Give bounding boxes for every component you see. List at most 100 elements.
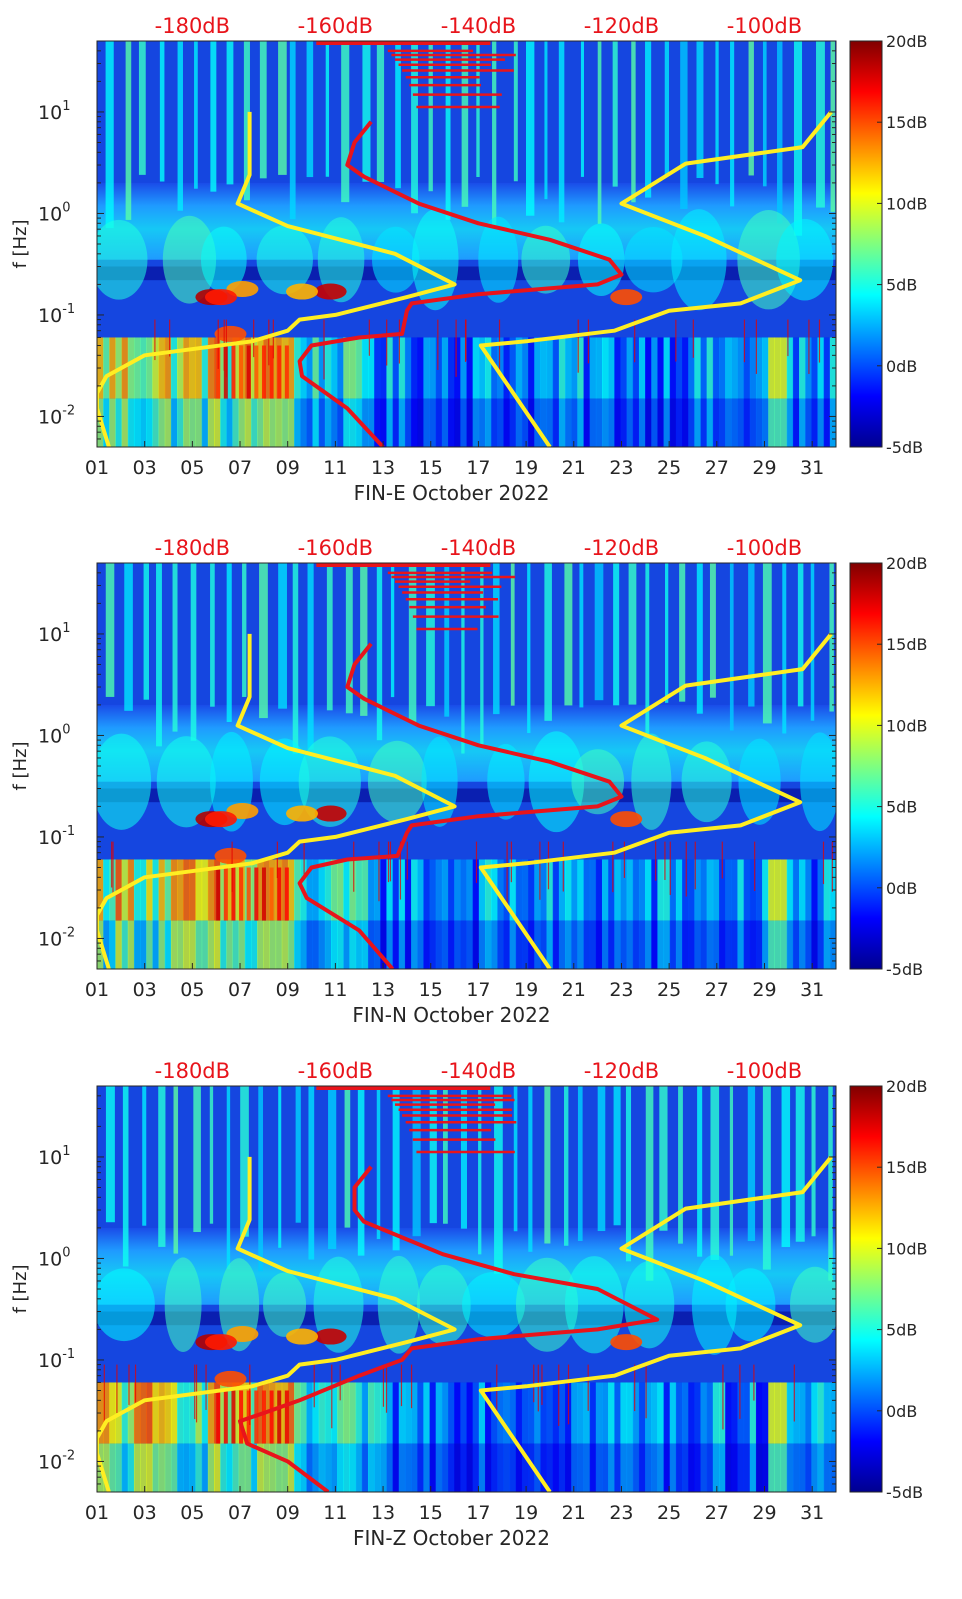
x-tick-label: 15 bbox=[419, 457, 443, 479]
y-tick-label: 101 bbox=[38, 99, 70, 124]
db-scale-label: -100dB bbox=[727, 14, 802, 38]
x-tick-label: 15 bbox=[419, 1502, 443, 1524]
db-scale-label: -120dB bbox=[584, 1059, 659, 1083]
x-tick-label: 31 bbox=[800, 457, 824, 479]
x-tick-label: 13 bbox=[371, 979, 395, 1001]
db-scale-label: -140dB bbox=[441, 14, 516, 38]
x-tick-label: 01 bbox=[85, 457, 109, 479]
x-tick-label: 17 bbox=[466, 1502, 490, 1524]
x-tick-label: 23 bbox=[609, 457, 633, 479]
psd-comb bbox=[387, 1094, 517, 1154]
db-scale-label: -120dB bbox=[584, 536, 659, 560]
colorbar-label: 10dB bbox=[886, 194, 928, 213]
x-tick-label: 21 bbox=[562, 457, 586, 479]
x-tick-label: 27 bbox=[705, 457, 729, 479]
x-axis-label: FIN-N October 2022 bbox=[352, 1003, 550, 1027]
series-noise-model-low bbox=[478, 110, 833, 447]
series-measured-psd bbox=[297, 120, 624, 447]
x-tick-label: 11 bbox=[323, 979, 347, 1001]
x-tick-label: 01 bbox=[85, 1502, 109, 1524]
x-tick-label: 09 bbox=[276, 979, 300, 1001]
x-tick-label: 05 bbox=[180, 979, 204, 1001]
x-tick-label: 15 bbox=[419, 979, 443, 1001]
x-tick-label: 03 bbox=[133, 1502, 157, 1524]
spectrogram-image bbox=[97, 563, 836, 969]
db-scale-label: -100dB bbox=[727, 1059, 802, 1083]
db-scale-label: -180dB bbox=[155, 536, 230, 560]
db-scale-label: -120dB bbox=[584, 14, 659, 38]
x-tick-label: 21 bbox=[562, 1502, 586, 1524]
x-tick-label: 19 bbox=[514, 457, 538, 479]
colorbar-label: 0dB bbox=[886, 357, 917, 376]
x-tick-label: 29 bbox=[752, 457, 776, 479]
colorbar bbox=[849, 562, 883, 970]
x-tick-label: 27 bbox=[705, 1502, 729, 1524]
x-tick-label: 17 bbox=[466, 979, 490, 1001]
x-tick-label: 31 bbox=[800, 979, 824, 1001]
x-tick-label: 11 bbox=[323, 457, 347, 479]
colorbar bbox=[849, 40, 883, 448]
x-tick-label: 31 bbox=[800, 1502, 824, 1524]
spectrogram-image bbox=[97, 41, 836, 447]
colorbar-label: 5dB bbox=[886, 1321, 917, 1340]
colorbar-label: 15dB bbox=[886, 635, 928, 654]
db-scale-label: -160dB bbox=[298, 14, 373, 38]
x-tick-label: 29 bbox=[752, 1502, 776, 1524]
x-tick-label: 23 bbox=[609, 979, 633, 1001]
x-tick-label: 25 bbox=[657, 979, 681, 1001]
x-tick-label: 09 bbox=[276, 457, 300, 479]
colorbar-label: 15dB bbox=[886, 1158, 928, 1177]
panel-fin-e: 01 03 05 07 09 11 13 15 17 19 21 23 25 27 29 31 10-2 10-1… bbox=[10, 14, 928, 505]
spectrogram-image bbox=[97, 1086, 836, 1492]
x-tick-label: 27 bbox=[705, 979, 729, 1001]
colorbar-label: 20dB bbox=[886, 32, 928, 51]
db-scale-label: -180dB bbox=[155, 14, 230, 38]
x-tick-label: 25 bbox=[657, 457, 681, 479]
x-tick-label: 13 bbox=[371, 457, 395, 479]
x-tick-label: 03 bbox=[133, 979, 157, 1001]
y-tick-label: 101 bbox=[38, 621, 70, 646]
y-tick-label: 10-1 bbox=[38, 824, 75, 849]
psd-comb bbox=[387, 571, 516, 631]
y-axis-label: f [Hz] bbox=[10, 219, 31, 268]
x-tick-label: 05 bbox=[180, 457, 204, 479]
series-measured-psd bbox=[297, 642, 624, 969]
series-noise-model-low bbox=[478, 1155, 833, 1492]
y-tick-label: 10-1 bbox=[38, 1347, 75, 1372]
y-tick-label: 10-1 bbox=[38, 302, 75, 327]
x-tick-label: 17 bbox=[466, 457, 490, 479]
x-tick-label: 05 bbox=[180, 1502, 204, 1524]
colorbar-label: 0dB bbox=[886, 1402, 917, 1421]
colorbar-label: 10dB bbox=[886, 1239, 928, 1258]
colorbar-label: 5dB bbox=[886, 276, 917, 295]
x-tick-label: 11 bbox=[323, 1502, 347, 1524]
x-tick-label: 29 bbox=[752, 979, 776, 1001]
series-measured-psd bbox=[238, 1165, 660, 1492]
colorbar-label: 10dB bbox=[886, 716, 928, 735]
db-scale-label: -160dB bbox=[298, 536, 373, 560]
db-scale-label: -140dB bbox=[441, 536, 516, 560]
x-tick-label: 23 bbox=[609, 1502, 633, 1524]
x-tick-label: 09 bbox=[276, 1502, 300, 1524]
x-axis-label: FIN-E October 2022 bbox=[354, 481, 550, 505]
x-tick-label: 21 bbox=[562, 979, 586, 1001]
db-scale-label: -140dB bbox=[441, 1059, 516, 1083]
colorbar-label: 0dB bbox=[886, 879, 917, 898]
colorbar-label: 20dB bbox=[886, 1077, 928, 1096]
y-tick-label: 10-2 bbox=[38, 403, 75, 428]
psd-comb bbox=[387, 49, 516, 109]
y-tick-label: 100 bbox=[38, 200, 70, 225]
x-axis-label: FIN-Z October 2022 bbox=[353, 1526, 550, 1550]
series-noise-model-high bbox=[97, 633, 457, 969]
series-noise-model-low bbox=[478, 632, 833, 969]
colorbar bbox=[849, 1085, 883, 1493]
colorbar-label: 15dB bbox=[886, 113, 928, 132]
x-tick-label: 01 bbox=[85, 979, 109, 1001]
x-tick-label: 07 bbox=[228, 979, 252, 1001]
x-tick-label: 07 bbox=[228, 457, 252, 479]
y-tick-label: 100 bbox=[38, 1245, 70, 1270]
colorbar-label: 5dB bbox=[886, 798, 917, 817]
db-scale-label: -180dB bbox=[155, 1059, 230, 1083]
panel-fin-z: 01 03 05 07 09 11 13 15 17 19 21 23 25 27 29 31 10-2 10-1… bbox=[10, 1059, 928, 1550]
